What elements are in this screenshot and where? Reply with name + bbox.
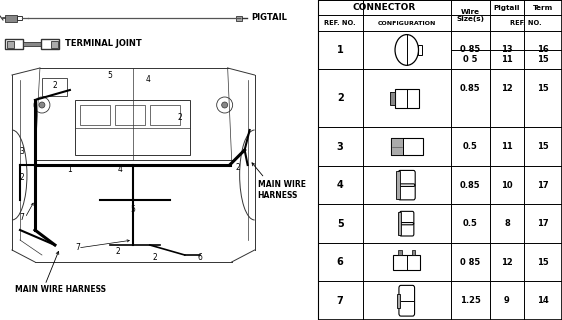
Circle shape (221, 102, 228, 108)
Text: 2: 2 (235, 164, 240, 172)
Text: 2: 2 (115, 247, 120, 257)
Bar (80, 105, 110, 125)
Text: 2: 2 (152, 253, 157, 262)
Text: 0 85: 0 85 (460, 258, 481, 267)
Text: 11: 11 (501, 55, 513, 64)
Bar (75, 100, 190, 155)
Text: 3: 3 (337, 142, 343, 152)
Bar (398, 250, 402, 254)
Bar (391, 138, 403, 155)
Text: 12: 12 (501, 258, 513, 267)
Text: 15: 15 (537, 258, 549, 267)
Text: 10: 10 (501, 181, 513, 190)
Text: 12: 12 (501, 84, 513, 93)
Text: 13: 13 (501, 45, 513, 54)
Bar (397, 294, 400, 308)
Bar (5, 14, 17, 21)
Text: 1: 1 (337, 45, 343, 55)
Bar (115, 105, 145, 125)
Bar (398, 212, 401, 235)
Text: 17: 17 (537, 219, 549, 228)
Text: 1: 1 (67, 165, 72, 174)
Text: 6: 6 (337, 257, 343, 267)
Text: 5: 5 (337, 219, 343, 229)
Text: 16: 16 (537, 45, 549, 54)
Text: 15: 15 (537, 142, 549, 151)
Text: CONNECTOR: CONNECTOR (352, 3, 416, 12)
Text: 2: 2 (337, 93, 343, 103)
Text: 0.5: 0.5 (463, 219, 478, 228)
Bar (390, 92, 395, 105)
Text: 0 85: 0 85 (460, 45, 481, 54)
Bar (235, 15, 242, 20)
Text: 0.85: 0.85 (460, 181, 481, 190)
Text: 14: 14 (537, 296, 549, 305)
Bar (393, 254, 420, 270)
Text: MAIN WIRE HARNESS: MAIN WIRE HARNESS (15, 285, 106, 294)
Text: Wire
Size(s): Wire Size(s) (456, 9, 484, 22)
Text: 4: 4 (337, 180, 343, 190)
Text: 15: 15 (537, 84, 549, 93)
Bar (7, 41, 14, 47)
Text: 5: 5 (130, 205, 135, 214)
Text: 0.85: 0.85 (460, 84, 481, 93)
Bar (411, 250, 415, 254)
Text: REF. NO.: REF. NO. (510, 20, 542, 26)
Bar (396, 171, 400, 199)
Text: 7: 7 (20, 213, 24, 222)
Bar (395, 89, 419, 108)
Text: 15: 15 (537, 55, 549, 64)
Text: 4: 4 (146, 76, 150, 84)
Bar (150, 105, 180, 125)
Text: 5: 5 (107, 70, 112, 79)
Text: 0 5: 0 5 (463, 55, 478, 64)
Text: 6: 6 (197, 253, 202, 262)
Circle shape (39, 102, 45, 108)
Text: 4: 4 (117, 165, 123, 174)
Text: 17: 17 (537, 181, 549, 190)
Text: 2: 2 (20, 173, 24, 182)
Bar (5, 39, 23, 49)
Text: 7: 7 (75, 244, 80, 252)
Text: 11: 11 (501, 142, 513, 151)
Text: 3: 3 (20, 148, 24, 156)
Text: 2: 2 (178, 114, 182, 123)
Text: Pigtail: Pigtail (494, 5, 520, 11)
Bar (51, 41, 58, 47)
Text: 1.25: 1.25 (460, 296, 481, 305)
Text: 7: 7 (337, 296, 343, 306)
Text: TERMINAL JOINT: TERMINAL JOINT (65, 39, 142, 49)
Bar (41, 39, 59, 49)
Text: 9: 9 (504, 296, 510, 305)
Bar (391, 138, 423, 155)
Text: REF. NO.: REF. NO. (324, 20, 356, 26)
Bar (419, 45, 422, 55)
Bar (23, 42, 41, 46)
Text: 0.5: 0.5 (463, 142, 478, 151)
Text: MAIN WIRE
HARNESS: MAIN WIRE HARNESS (257, 180, 306, 200)
Bar (42, 78, 67, 96)
Text: Term: Term (533, 5, 553, 11)
Bar (17, 16, 22, 20)
Text: PIGTAIL: PIGTAIL (252, 13, 288, 22)
Text: CONFIGURATION: CONFIGURATION (378, 20, 436, 26)
Text: 8: 8 (504, 219, 510, 228)
Text: 2: 2 (52, 81, 57, 90)
